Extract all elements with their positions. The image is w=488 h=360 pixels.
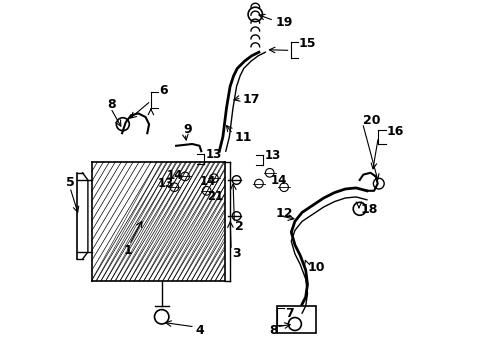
Text: 10: 10 <box>307 261 325 274</box>
Text: 9: 9 <box>183 123 191 136</box>
Text: 8: 8 <box>269 324 278 337</box>
Text: 12: 12 <box>275 207 292 220</box>
Text: 20: 20 <box>363 114 380 127</box>
Text: 14: 14 <box>270 174 286 187</box>
Text: 13: 13 <box>205 148 222 161</box>
Text: 14: 14 <box>199 175 215 188</box>
Text: 5: 5 <box>66 176 75 189</box>
Text: 3: 3 <box>232 247 241 260</box>
Text: 11: 11 <box>234 131 251 144</box>
Text: 17: 17 <box>242 93 260 106</box>
Text: 4: 4 <box>196 324 204 337</box>
Text: 13: 13 <box>264 149 280 162</box>
Text: 15: 15 <box>298 37 316 50</box>
Text: 6: 6 <box>159 84 167 96</box>
Text: 2: 2 <box>235 220 244 233</box>
Text: 16: 16 <box>386 125 403 138</box>
Text: 14: 14 <box>167 169 183 182</box>
Text: 19: 19 <box>275 16 292 29</box>
Text: 8: 8 <box>107 98 116 111</box>
Text: 18: 18 <box>360 203 377 216</box>
Text: 7: 7 <box>285 307 293 320</box>
Text: 1: 1 <box>123 244 132 257</box>
Text: 13: 13 <box>157 177 173 190</box>
Text: 21: 21 <box>206 190 223 203</box>
FancyBboxPatch shape <box>276 306 316 333</box>
